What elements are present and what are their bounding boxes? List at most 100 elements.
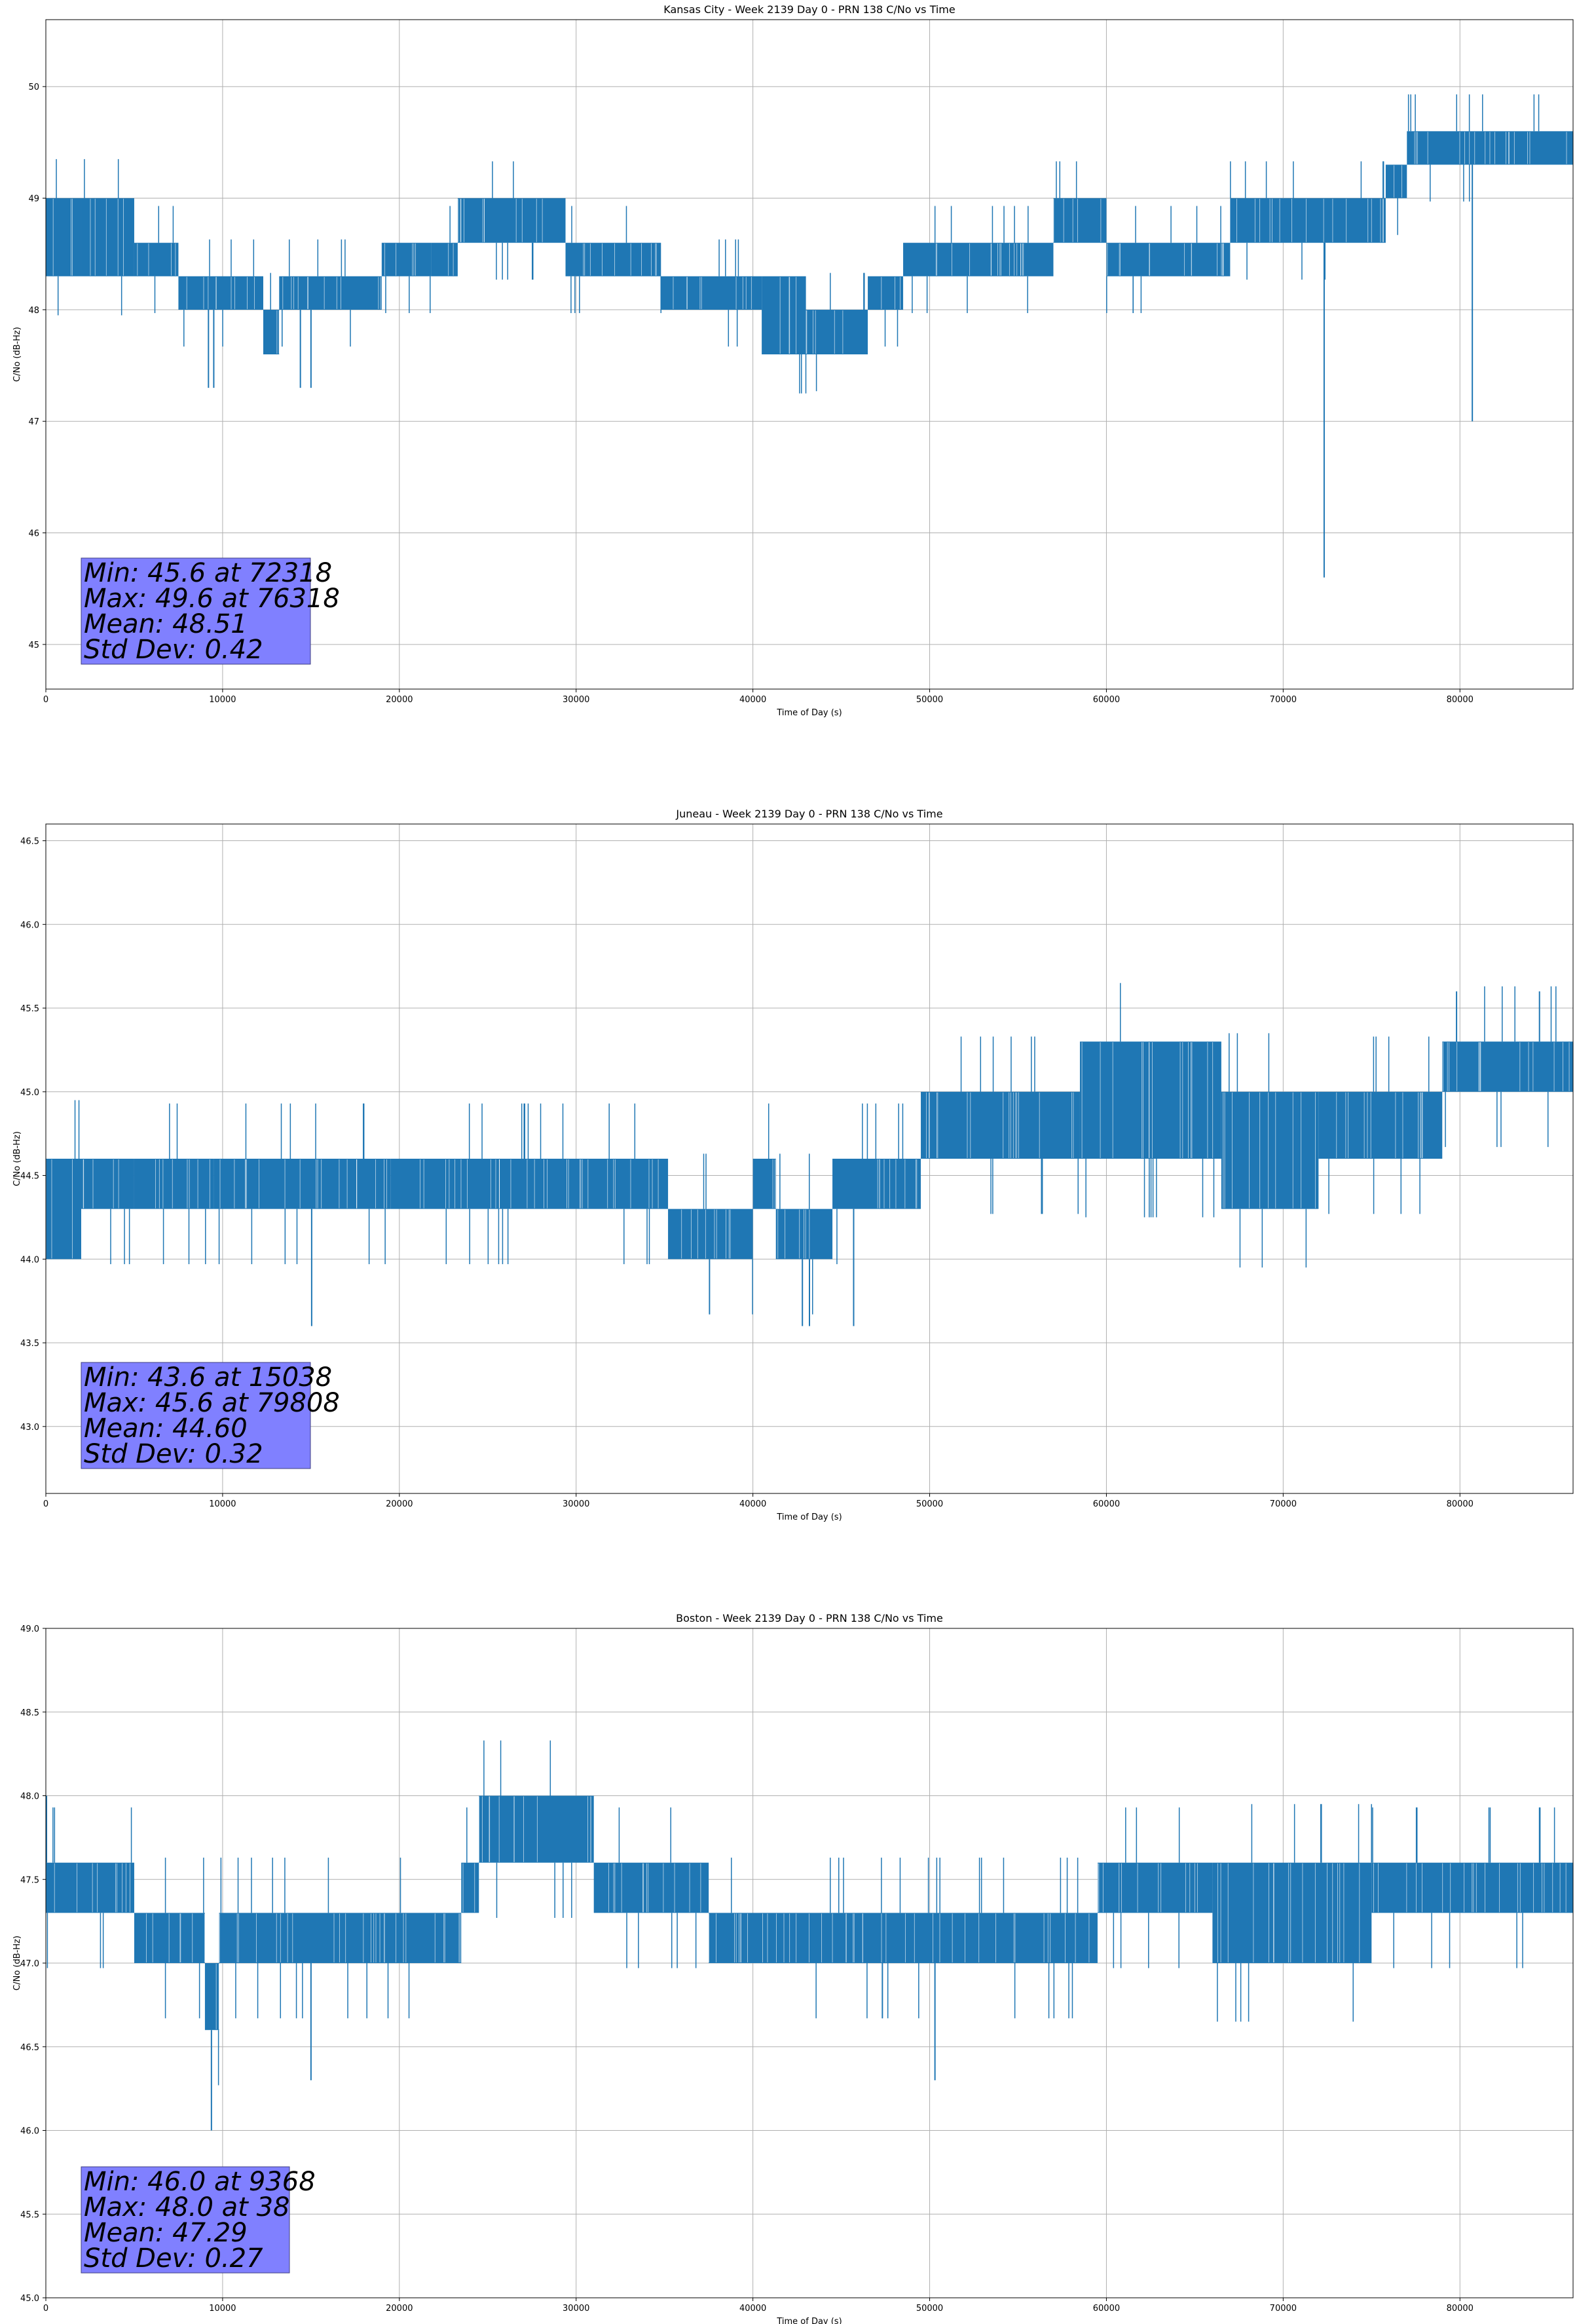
series-cno: [45, 983, 1573, 1326]
x-tick-label: 40000: [739, 1499, 766, 1509]
y-tick-label: 46.5: [20, 2043, 39, 2053]
chart-title: Boston - Week 2139 Day 0 - PRN 138 C/No …: [676, 1612, 943, 1624]
x-tick-label: 10000: [209, 1499, 236, 1509]
data-band: [1097, 1862, 1213, 1913]
data-band: [1318, 1091, 1443, 1159]
data-band: [390, 1159, 669, 1209]
stats-box: Min: 46.0 at 9368 Max: 48.0 at 38 Mean: …: [81, 2166, 316, 2274]
stats-max: Max: 45.6 at 79808: [84, 1388, 340, 1418]
data-band: [479, 1795, 594, 1863]
stats-box: Min: 45.6 at 72318 Max: 49.6 at 76318 Me…: [81, 557, 340, 665]
data-band: [668, 1209, 753, 1260]
x-tick-label: 20000: [386, 1499, 413, 1509]
x-tick-label: 0: [43, 695, 48, 705]
y-tick-label: 47: [28, 417, 39, 427]
stats-background: [81, 1362, 311, 1469]
stats-max: Max: 49.6 at 76318: [84, 584, 340, 614]
x-tick-label: 70000: [1270, 695, 1297, 705]
y-tick-label: 45.0: [20, 2294, 39, 2304]
y-tick-label: 49.0: [20, 1624, 39, 1634]
x-tick-label: 10000: [209, 2304, 236, 2314]
data-band: [81, 198, 134, 276]
y-tick-label: 47.5: [20, 1875, 39, 1885]
y-tick-label: 46.5: [20, 837, 39, 847]
stats-min: Min: 46.0 at 9368: [84, 2167, 316, 2197]
y-tick-label: 43.0: [20, 1423, 39, 1433]
y-tick-label: 47.0: [20, 1959, 39, 1969]
data-band: [457, 198, 566, 243]
plot-frame: [45, 19, 1574, 690]
series-cno: [46, 94, 1573, 578]
data-band: [134, 1159, 214, 1209]
x-tick-label: 30000: [563, 695, 589, 705]
data-band: [81, 1159, 134, 1209]
y-tick-label: 45: [28, 641, 39, 650]
y-tick-label: 46: [28, 529, 39, 539]
data-band: [762, 276, 806, 354]
y-tick-label: 44.0: [20, 1255, 39, 1265]
data-band: [565, 242, 661, 276]
data-band: [461, 1862, 479, 1913]
data-band: [832, 1159, 921, 1209]
plot-juneau: 0 10000 20000 30000 40000 50000 60000 70000 8000…: [12, 808, 1574, 1522]
x-tick-label: 20000: [386, 695, 413, 705]
data-band: [1385, 164, 1407, 198]
data-band: [381, 242, 432, 276]
y-tick-label: 44.5: [20, 1172, 39, 1182]
y-tick-label: 48.5: [20, 1708, 39, 1718]
stats-min: Min: 43.6 at 15038: [84, 1362, 332, 1393]
data-band: [1212, 1862, 1372, 1963]
stats-mean: Mean: 47.29: [84, 2218, 248, 2248]
data-band: [921, 1091, 1080, 1159]
x-tick-label: 60000: [1093, 695, 1120, 705]
x-axis-label: Time of Day (s): [776, 2317, 842, 2324]
x-tick-label: 40000: [739, 2304, 766, 2314]
x-tick-label: 80000: [1447, 1499, 1474, 1509]
data-band: [1106, 242, 1231, 276]
x-tick-label: 0: [43, 2304, 48, 2314]
stats-max: Max: 48.0 at 38: [84, 2192, 289, 2222]
x-tick-label: 80000: [1447, 695, 1474, 705]
stats-mean: Mean: 44.60: [84, 1414, 248, 1444]
x-tick-label: 50000: [916, 1499, 943, 1509]
x-tick-label: 60000: [1093, 2304, 1120, 2314]
y-tick-label: 43.5: [20, 1339, 39, 1349]
data-band: [903, 242, 1054, 276]
chart-title: Kansas City - Week 2139 Day 0 - PRN 138 …: [663, 3, 955, 16]
x-axis-label: Time of Day (s): [776, 1512, 842, 1522]
x-tick-label: 10000: [209, 695, 236, 705]
data-band: [1221, 1091, 1319, 1209]
x-tick-label: 50000: [916, 2304, 943, 2314]
data-band: [1053, 198, 1107, 243]
y-tick-label: 45.0: [20, 1088, 39, 1098]
stats-background: [81, 557, 311, 665]
data-band: [178, 276, 263, 310]
stats-box: Min: 43.6 at 15038 Max: 45.6 at 79808 Me…: [81, 1362, 340, 1469]
x-tick-label: 30000: [563, 2304, 589, 2314]
y-tick-label: 46.0: [20, 920, 39, 930]
data-band: [219, 1913, 462, 1963]
stats-mean: Mean: 48.51: [84, 609, 248, 639]
x-tick-label: 40000: [739, 695, 766, 705]
y-tick-label: 46.0: [20, 2127, 39, 2137]
data-band: [46, 1862, 134, 1913]
x-tick-label: 70000: [1270, 1499, 1297, 1509]
data-band: [868, 276, 904, 310]
data-band: [204, 1963, 219, 2031]
data-band: [1230, 198, 1386, 243]
plot-frame: [45, 823, 1574, 1494]
data-band: [46, 198, 81, 276]
data-band: [752, 1159, 776, 1209]
y-tick-label: 45.5: [20, 1004, 39, 1014]
stats-std-dev: Std Dev: 0.42: [84, 635, 263, 665]
plot-boston: 0 10000 20000 30000 40000 50000 60000 70000 8000…: [12, 1612, 1574, 2324]
data-band: [661, 276, 762, 310]
stats-std-dev: Std Dev: 0.27: [84, 2243, 263, 2274]
y-axis-label: C/No (dB-Hz): [12, 1936, 22, 1991]
y-axis-label: C/No (dB-Hz): [12, 1131, 22, 1186]
data-band: [593, 1862, 709, 1913]
tick-labels: 0 10000 20000 30000 40000 50000 60000 70000 8000…: [28, 83, 1473, 705]
y-tick-label: 49: [28, 195, 39, 204]
y-axis-label: C/No (dB-Hz): [12, 327, 22, 382]
